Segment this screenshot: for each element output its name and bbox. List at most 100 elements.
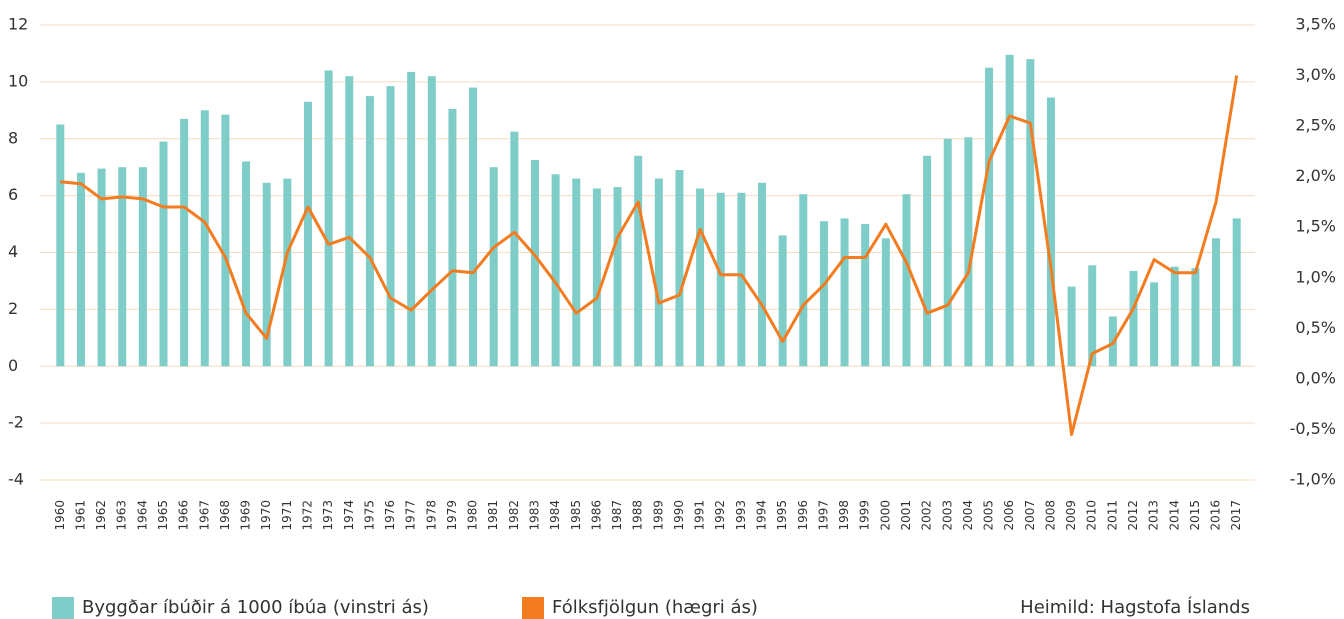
bar (1026, 59, 1035, 367)
y-tick-label: 12 (8, 15, 28, 34)
bar (200, 110, 209, 367)
x-tick-label: 1964 (135, 500, 149, 531)
x-tick-label: 2011 (1105, 500, 1119, 531)
bar (489, 167, 498, 367)
x-tick-label: 1987 (610, 500, 624, 531)
x-tick-label: 2015 (1188, 500, 1202, 531)
x-tick-label: 2003 (940, 500, 954, 531)
x-tick-label: 2013 (1147, 500, 1161, 531)
x-tick-label: 1967 (197, 500, 211, 531)
x-tick-label: 1979 (445, 500, 459, 531)
x-tick-label: 2006 (1002, 500, 1016, 531)
x-tick-label: 1993 (734, 500, 748, 531)
x-tick-label: 1989 (651, 500, 665, 531)
x-tick-label: 2012 (1126, 500, 1140, 531)
y-tick-label: 6 (8, 185, 18, 204)
y2-tick-label: 1,0% (1295, 267, 1336, 286)
legend-label: Fólksfjölgun (hægri ás) (552, 597, 758, 618)
y2-tick-label: 0,0% (1295, 368, 1336, 387)
bar (819, 221, 828, 367)
x-tick-label: 1997 (816, 500, 830, 531)
bar (1212, 238, 1221, 367)
y2-tick-label: 3,5% (1295, 15, 1336, 34)
x-tick-label: 1991 (693, 500, 707, 531)
x-tick-label: 2007 (1023, 500, 1037, 531)
x-tick-label: 2002 (920, 500, 934, 531)
y2-tick-label: 2,5% (1295, 116, 1336, 135)
line (60, 75, 1239, 436)
bar (881, 238, 890, 367)
x-tick-label: 1968 (218, 500, 232, 531)
bar (592, 188, 601, 367)
source-note: Heimild: Hagstofa Íslands (1020, 596, 1250, 618)
bar (737, 192, 746, 367)
bar (799, 194, 808, 367)
bar (138, 167, 147, 367)
bar (469, 87, 478, 367)
y-tick-label: -2 (8, 413, 24, 432)
legend-label: Byggðar íbúðir á 1000 íbúa (vinstri ás) (82, 597, 429, 618)
bar (365, 96, 374, 367)
bar (262, 182, 271, 367)
bar (118, 167, 127, 367)
x-tick-label: 2010 (1085, 500, 1099, 531)
x-tick-label: 1986 (589, 500, 603, 531)
y-tick-label: -4 (8, 470, 24, 489)
bar (97, 168, 106, 367)
legend-swatch (52, 597, 74, 619)
bar (1088, 265, 1097, 367)
x-tick-label: 1983 (527, 500, 541, 531)
y2-tick-label: -0,5% (1290, 419, 1336, 438)
bar (303, 101, 312, 367)
x-tick-label: 1969 (239, 500, 253, 531)
x-tick-label: 1971 (280, 500, 294, 531)
bar (572, 178, 581, 367)
bar (758, 182, 767, 367)
y2-tick-label: 1,5% (1295, 217, 1336, 236)
bar (778, 235, 787, 367)
x-tick-label: 1981 (486, 500, 500, 531)
bar (696, 188, 705, 367)
bar (675, 170, 684, 367)
bar (613, 187, 622, 367)
bar (159, 141, 168, 367)
bar (551, 174, 560, 367)
y2-tick-label: -1,0% (1290, 470, 1336, 489)
y-tick-label: 2 (8, 299, 18, 318)
x-tick-label: 1999 (858, 500, 872, 531)
x-tick-label: 2009 (1064, 500, 1078, 531)
y-tick-label: 4 (8, 242, 18, 261)
y-tick-label: 10 (8, 71, 28, 90)
x-tick-label: 1995 (775, 500, 789, 531)
x-tick-label: 1970 (259, 500, 273, 531)
bar (1232, 218, 1241, 367)
x-tick-label: 2008 (1043, 500, 1057, 531)
bar (76, 172, 85, 367)
bar (242, 161, 251, 367)
bar (902, 194, 911, 367)
bar (510, 131, 519, 367)
x-tick-label: 1976 (383, 500, 397, 531)
x-tick-label: 1974 (342, 500, 356, 531)
x-tick-label: 2016 (1209, 500, 1223, 531)
x-tick-label: 2004 (961, 500, 975, 531)
x-tick-label: 2017 (1229, 500, 1243, 531)
x-tick-label: 1982 (507, 500, 521, 531)
bar (634, 155, 643, 367)
x-tick-label: 1978 (424, 500, 438, 531)
bar (1005, 54, 1014, 367)
bar (324, 70, 333, 367)
bar (221, 114, 230, 367)
bar (386, 86, 395, 367)
x-tick-label: 1992 (713, 500, 727, 531)
x-tick-label: 2014 (1167, 500, 1181, 531)
x-tick-label: 2005 (982, 500, 996, 531)
bar (448, 108, 457, 367)
x-tick-label: 1984 (548, 500, 562, 531)
x-tick-label: 1972 (300, 500, 314, 531)
x-tick-label: 1973 (321, 500, 335, 531)
x-tick-label: 1988 (631, 500, 645, 531)
y-tick-label: 0 (8, 356, 18, 375)
bar (1191, 268, 1200, 367)
